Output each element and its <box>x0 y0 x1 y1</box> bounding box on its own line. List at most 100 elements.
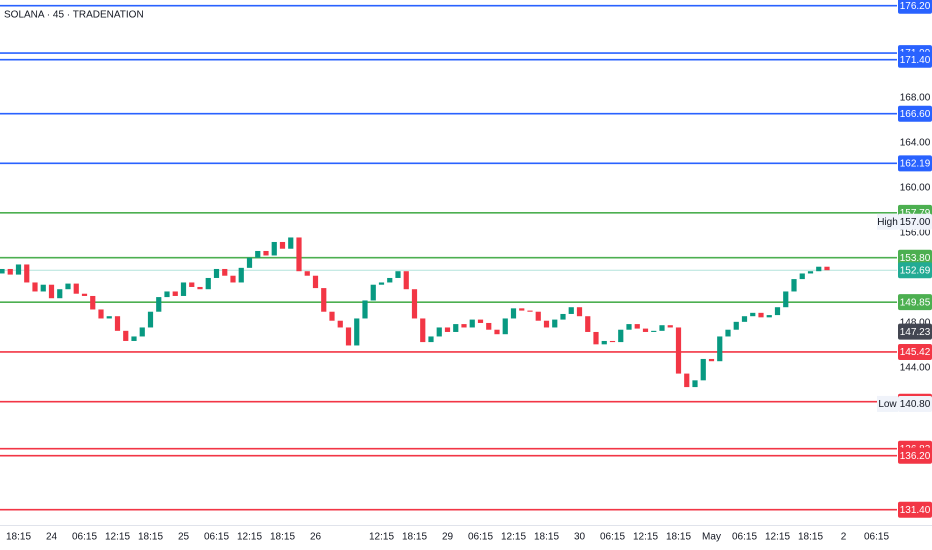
candle-body <box>585 316 591 332</box>
y-tick-label: 144.00 <box>900 363 931 374</box>
candle-body <box>98 309 104 319</box>
candle-body <box>24 264 30 283</box>
level-label-bg <box>898 155 932 172</box>
price-labels: 176.20171.99171.40166.60162.19157.79153.… <box>877 0 932 518</box>
levels <box>0 4 897 511</box>
candle-body <box>189 282 195 287</box>
marker-price-label-bg <box>898 323 932 340</box>
candle-body <box>486 322 492 330</box>
candle-body <box>783 291 789 308</box>
candle-body <box>651 330 657 332</box>
candle-body <box>172 291 178 296</box>
x-tick-label: 06:15 <box>864 532 889 543</box>
candle-body <box>758 312 764 318</box>
candle-body <box>131 336 137 341</box>
high-name-bg <box>877 213 898 230</box>
x-tick-label: 06:15 <box>600 532 625 543</box>
x-tick-label: 2 <box>841 532 847 543</box>
level-label: 171.40 <box>900 55 931 66</box>
level-label: 162.19 <box>900 158 931 169</box>
candle-body <box>741 316 748 322</box>
candle-body <box>255 250 261 258</box>
candle-body <box>73 283 79 294</box>
x-tick-label: 18:15 <box>402 532 427 543</box>
x-tick-label: 18:15 <box>798 532 823 543</box>
candle-body <box>362 300 368 319</box>
x-tick-label: 30 <box>574 532 586 543</box>
level-label-bg <box>898 294 932 311</box>
x-tick-label: 18:15 <box>6 532 31 543</box>
candle-body <box>15 264 22 275</box>
level-label: 176.20 <box>900 1 931 12</box>
candle-body <box>180 282 187 296</box>
candle-body <box>436 327 442 337</box>
candle-body <box>543 320 550 328</box>
candle-body <box>205 277 211 290</box>
candle-body <box>510 308 517 319</box>
chart-title: SOLANA · 45 · TRADENATION <box>4 10 144 21</box>
candle-body <box>106 316 112 319</box>
level-label-bg <box>898 51 932 68</box>
level-label-bg <box>898 0 932 14</box>
current-price-label-bg <box>898 262 932 279</box>
candle-body <box>444 327 451 332</box>
y-tick-label: 160.00 <box>900 183 931 194</box>
candle-body <box>337 320 343 328</box>
candle-body <box>708 358 715 362</box>
y-tick-label: 148.00 <box>900 318 931 329</box>
candle-body <box>609 340 616 343</box>
level-label-bg <box>898 447 932 464</box>
candle-body <box>568 307 574 314</box>
candle-body <box>634 324 640 329</box>
candle-body <box>667 325 673 328</box>
candle-body <box>527 310 533 312</box>
candle-body <box>717 336 723 362</box>
x-tick-label: 18:15 <box>534 532 559 543</box>
candle-body <box>230 275 236 283</box>
level-label-bg <box>898 343 932 360</box>
candle-body <box>304 271 310 276</box>
candle-body <box>552 319 558 328</box>
x-tick-label: 24 <box>46 532 58 543</box>
candle-body <box>81 293 88 296</box>
candle-body <box>156 297 162 312</box>
candle-body <box>461 324 467 328</box>
level-label: 157.79 <box>900 208 931 219</box>
candle-body <box>90 295 96 310</box>
candle-body <box>453 324 459 332</box>
candle-body <box>48 284 55 299</box>
candles <box>0 237 830 388</box>
level-label: 145.42 <box>900 347 931 358</box>
candle-body <box>378 282 385 285</box>
level-label: 136.20 <box>900 451 931 462</box>
x-tick-label: 12:15 <box>105 532 130 543</box>
candle-body <box>0 268 5 274</box>
low-name: Low <box>878 399 897 410</box>
x-tick-label: 12:15 <box>237 532 262 543</box>
candle-body <box>502 318 508 335</box>
y-tick-label: 168.00 <box>900 93 931 104</box>
x-tick-label: 06:15 <box>468 532 493 543</box>
x-tick-label: 18:15 <box>138 532 163 543</box>
x-tick-label: 06:15 <box>204 532 229 543</box>
candle-body <box>147 311 154 328</box>
candle-body <box>32 282 38 292</box>
x-tick-label: 06:15 <box>732 532 757 543</box>
y-tick-label: 156.00 <box>900 228 931 239</box>
x-tick-label: 25 <box>178 532 190 543</box>
candle-body <box>40 284 46 292</box>
candle-body <box>700 358 706 381</box>
x-tick-label: 12:15 <box>765 532 790 543</box>
candle-body <box>139 327 145 337</box>
candle-body <box>428 336 434 343</box>
candle-body <box>626 324 632 330</box>
candle-body <box>799 273 805 280</box>
axes: 18:15 24 06:15 12:15 18:15 25 06:15 12:15 18:15 2… <box>6 93 931 543</box>
candle-body <box>123 330 129 341</box>
level-label-bg <box>898 249 932 266</box>
x-tick-label: 12:15 <box>633 532 658 543</box>
candle-body <box>395 271 401 278</box>
candle-body <box>246 257 253 268</box>
